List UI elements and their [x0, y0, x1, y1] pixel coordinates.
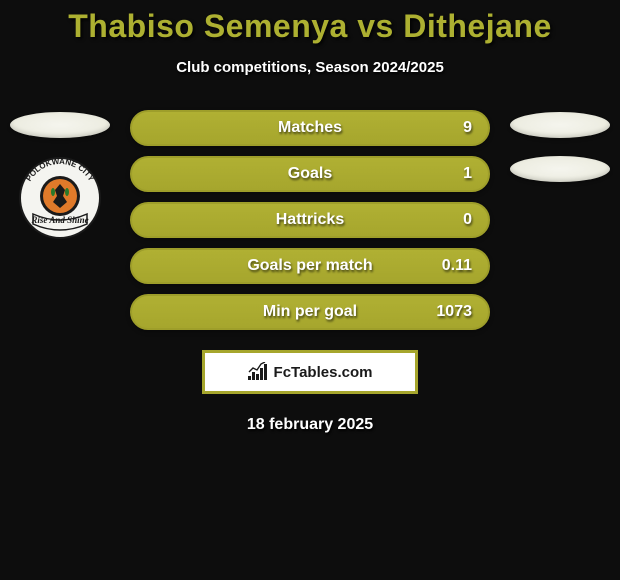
player-photo-placeholder — [10, 112, 110, 138]
crest-ribbon-text: Rise And Shine — [30, 215, 88, 225]
stat-bar-hattricks: Hattricks 0 — [130, 202, 490, 238]
stat-value: 0 — [463, 211, 472, 229]
right-player-column — [510, 110, 610, 330]
comparison-card: Thabiso Semenya vs Dithejane Club compet… — [0, 0, 620, 434]
stat-label: Goals — [288, 165, 332, 183]
stat-bar-matches: Matches 9 — [130, 110, 490, 146]
subtitle: Club competitions, Season 2024/2025 — [0, 59, 620, 76]
player-photo-placeholder — [510, 112, 610, 138]
source-logo[interactable]: FcTables.com — [202, 350, 418, 394]
stat-value: 1073 — [436, 303, 472, 321]
stat-value: 0.11 — [442, 257, 472, 275]
stats-column: Matches 9 Goals 1 Hattricks 0 Goals per … — [130, 110, 490, 330]
stat-label: Matches — [278, 119, 342, 137]
club-crest-placeholder — [510, 156, 610, 182]
stat-value: 9 — [463, 119, 472, 137]
stat-bar-goals-per-match: Goals per match 0.11 — [130, 248, 490, 284]
main-area: POLOKWANE CITY Rise And Shine Matches 9 … — [0, 110, 620, 330]
stat-label: Min per goal — [263, 303, 357, 321]
stat-label: Goals per match — [247, 257, 372, 275]
club-crest: POLOKWANE CITY Rise And Shine — [11, 156, 109, 240]
stat-label: Hattricks — [276, 211, 344, 229]
bar-chart-icon — [248, 362, 270, 382]
stat-bar-min-per-goal: Min per goal 1073 — [130, 294, 490, 330]
logo-text: FcTables.com — [274, 364, 373, 381]
page-title: Thabiso Semenya vs Dithejane — [0, 8, 620, 45]
left-player-column: POLOKWANE CITY Rise And Shine — [10, 110, 110, 330]
stat-bar-goals: Goals 1 — [130, 156, 490, 192]
date: 18 february 2025 — [0, 416, 620, 434]
stat-value: 1 — [463, 165, 472, 183]
